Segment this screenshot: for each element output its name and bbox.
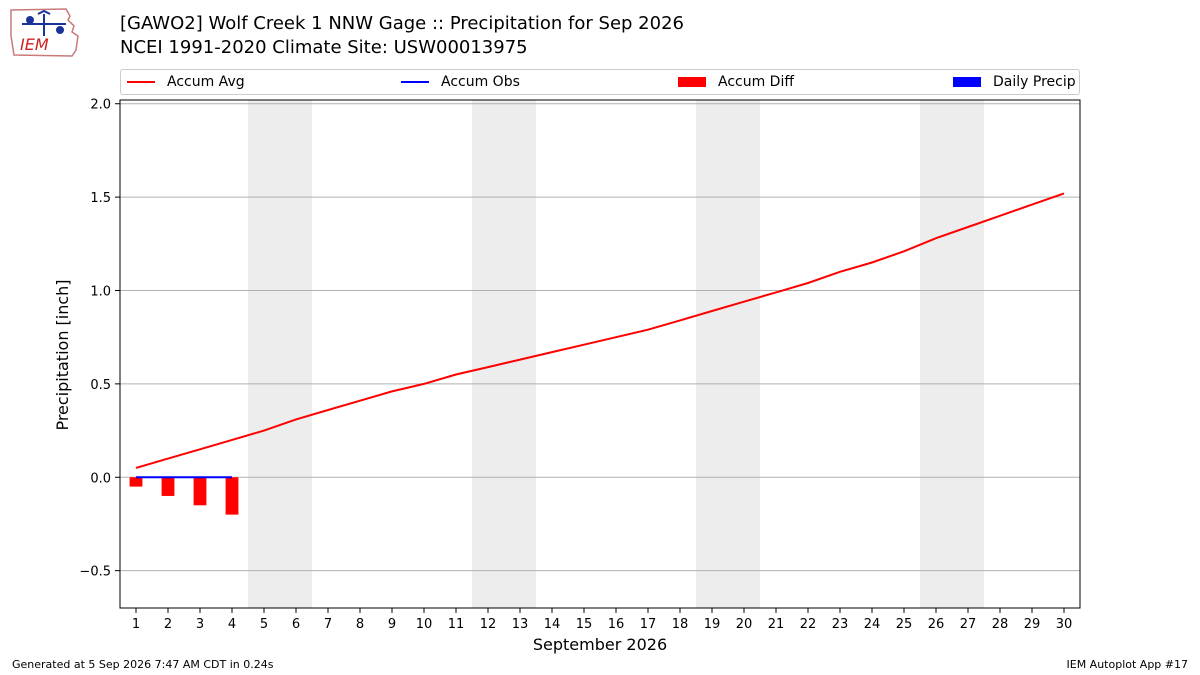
weekend-shade (248, 100, 312, 608)
y-axis-ticks: −0.5 0.0 0.5 1.0 1.5 2.0 (79, 98, 120, 580)
legend-label: Accum Diff (718, 74, 795, 90)
weekend-shade (696, 100, 760, 608)
legend-label: Daily Precip (993, 74, 1076, 90)
x-axis-label: September 2026 (533, 635, 667, 654)
x-axis-ticks: 1 2 3 4 5 6 7 8 9 10 11 12 13 14 15 16 17 18 19 20 21 22 23 24 2… (132, 608, 1072, 632)
generated-timestamp: Generated at 5 Sep 2026 7:47 AM CDT in 0… (12, 658, 274, 671)
app-credit: IEM Autoplot App #17 (1066, 658, 1189, 671)
legend-item-daily-precip: Daily Precip (953, 70, 1076, 94)
legend-swatch (127, 81, 155, 83)
x-tick-label: 25 (896, 617, 913, 632)
legend-swatch (401, 81, 429, 83)
bar-accum-diff (193, 477, 207, 506)
accum-diff-bars (129, 477, 239, 515)
x-tick-label: 3 (196, 617, 204, 632)
y-axis-label: Precipitation [inch] (53, 279, 72, 430)
y-gridlines (120, 103, 1080, 572)
legend-swatch (953, 77, 981, 87)
x-tick-label: 20 (736, 617, 753, 632)
x-tick-label: 24 (864, 617, 881, 632)
y-tick-label: 1.5 (90, 191, 111, 206)
x-tick-label: 26 (928, 617, 945, 632)
x-tick-label: 28 (992, 617, 1009, 632)
x-tick-label: 2 (164, 617, 172, 632)
logo-text: IEM (20, 35, 49, 54)
x-tick-label: 27 (960, 617, 977, 632)
x-tick-label: 4 (228, 617, 236, 632)
x-tick-label: 19 (704, 617, 721, 632)
x-tick-label: 13 (512, 617, 529, 632)
x-tick-label: 9 (388, 617, 396, 632)
x-tick-label: 21 (768, 617, 785, 632)
series-lines (135, 192, 1065, 479)
x-tick-label: 29 (1024, 617, 1041, 632)
x-tick-label: 15 (576, 617, 593, 632)
x-tick-label: 1 (132, 617, 140, 632)
legend-swatch (678, 77, 706, 87)
chart-title-block: [GAWO2] Wolf Creek 1 NNW Gage :: Precipi… (120, 12, 684, 60)
legend-label: Accum Obs (441, 74, 520, 90)
legend-item-accum-avg: Accum Avg (127, 70, 245, 94)
x-tick-label: 5 (260, 617, 268, 632)
legend-item-accum-obs: Accum Obs (401, 70, 520, 94)
line-accum-avg (135, 192, 1065, 469)
x-tick-label: 17 (640, 617, 657, 632)
plot-frame (119, 99, 1081, 609)
y-tick-label: 1.0 (90, 285, 111, 300)
iem-logo: IEM (10, 8, 79, 57)
x-tick-label: 6 (292, 617, 300, 632)
chart-subtitle: NCEI 1991-2020 Climate Site: USW00013975 (120, 37, 528, 58)
y-tick-label: 0.0 (90, 471, 111, 486)
bar-accum-diff (161, 477, 175, 496)
y-tick-label: 2.0 (90, 98, 111, 113)
x-tick-label: 18 (672, 617, 689, 632)
chart-title: [GAWO2] Wolf Creek 1 NNW Gage :: Precipi… (120, 13, 684, 34)
x-tick-label: 12 (480, 617, 497, 632)
x-tick-label: 14 (544, 617, 561, 632)
weekend-shade (920, 100, 984, 608)
x-tick-label: 30 (1056, 617, 1073, 632)
y-tick-label: −0.5 (79, 565, 111, 580)
x-tick-label: 16 (608, 617, 625, 632)
bar-accum-diff (225, 477, 239, 515)
y-tick-label: 0.5 (90, 378, 111, 393)
x-tick-label: 7 (324, 617, 332, 632)
chart-legend: Accum Avg Accum Obs Accum Diff Daily Pre… (120, 69, 1080, 95)
weather-station-icon (22, 9, 66, 36)
legend-item-accum-diff: Accum Diff (678, 70, 794, 94)
x-tick-label: 8 (356, 617, 364, 632)
bar-accum-diff (129, 477, 143, 487)
x-tick-label: 11 (448, 617, 465, 632)
weekend-shading (248, 100, 984, 608)
x-tick-label: 23 (832, 617, 849, 632)
weekend-shade (472, 100, 536, 608)
x-tick-label: 10 (416, 617, 433, 632)
legend-label: Accum Avg (167, 74, 245, 90)
x-tick-label: 22 (800, 617, 817, 632)
